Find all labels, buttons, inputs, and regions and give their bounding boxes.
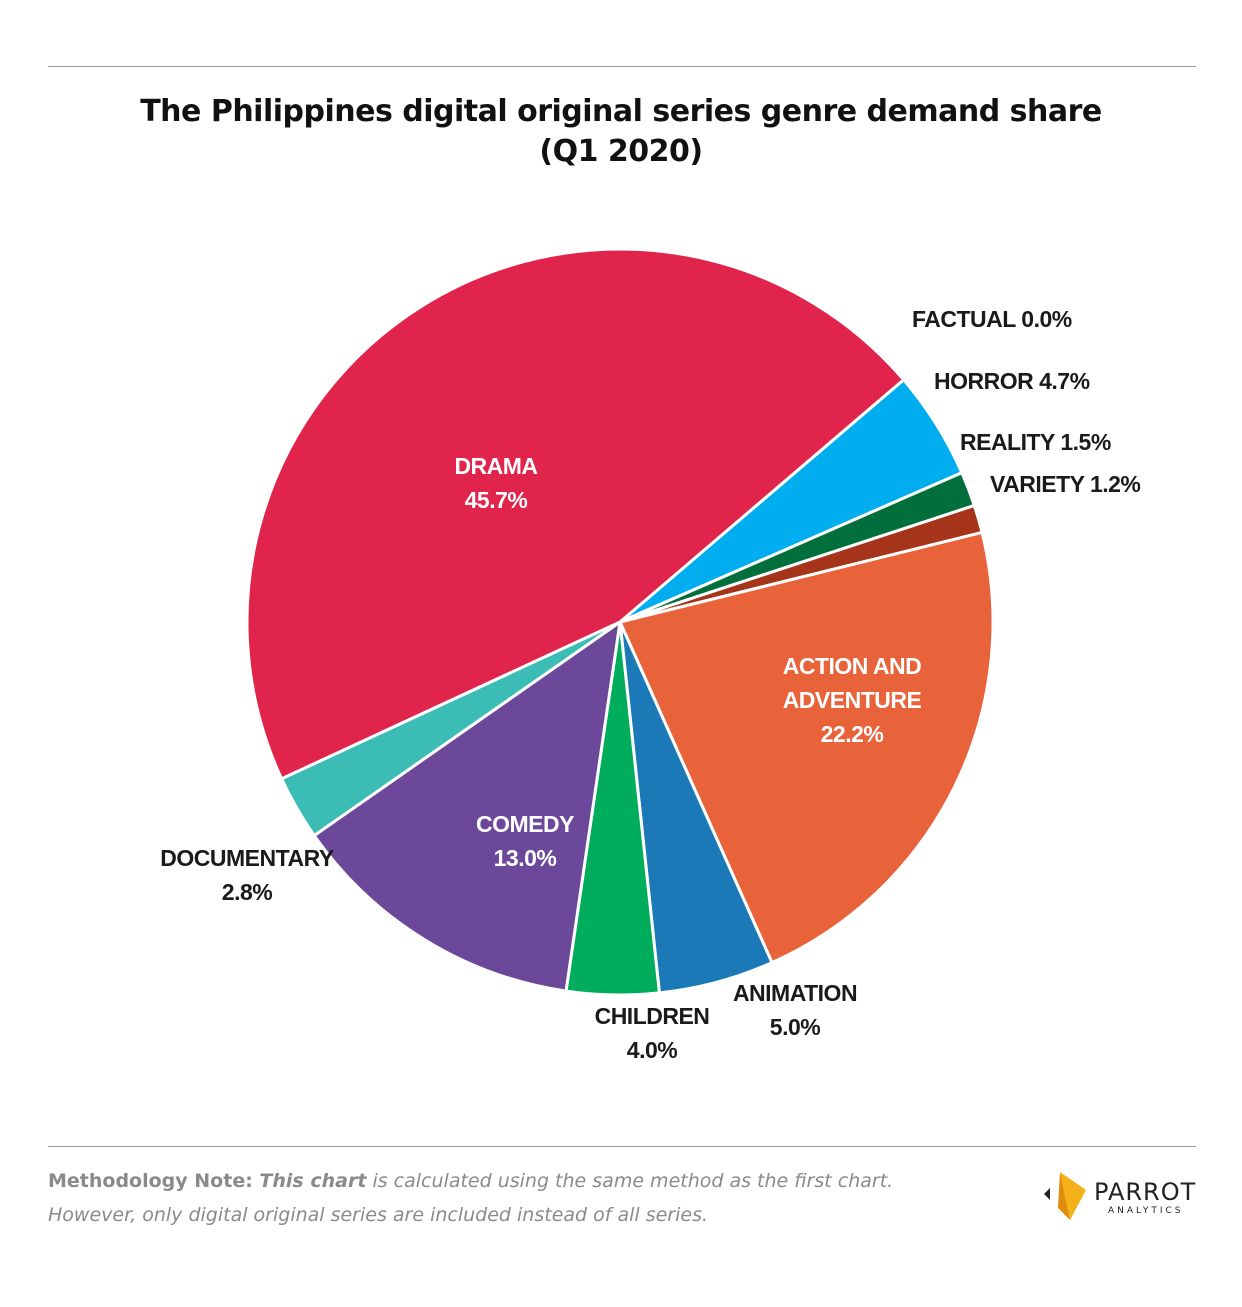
slice-label-children: CHILDREN 4.0%: [595, 1003, 710, 1063]
slice-label-drama: DRAMA 45.7%: [454, 453, 537, 513]
parrot-analytics-logo: PARROT ANALYTICS: [1040, 1168, 1200, 1224]
pie-slice-drama: [245, 247, 906, 781]
slice-label-factual: FACTUAL 0.0%: [912, 306, 1072, 332]
pie-slice-action-and-adventure: [617, 530, 995, 965]
pie-chart: HORROR 4.7% REALITY 1.5% VARIETY 1.2% ACTIO…: [160, 247, 1141, 1063]
slice-label-comedy: COMEDY 13.0%: [476, 811, 574, 871]
methodology-note: Methodology Note: This chart is calculat…: [48, 1164, 1008, 1232]
chart-title-line2: (Q1 2020): [539, 134, 703, 169]
slice-label-horror: HORROR 4.7%: [934, 368, 1090, 394]
parrot-wing-icon: [1044, 1172, 1086, 1220]
logo-subtitle: ANALYTICS: [1108, 1206, 1184, 1216]
note-emphasis: This chart: [259, 1170, 367, 1192]
slice-label-documentary: DOCUMENTARY 2.8%: [160, 845, 334, 905]
chart-title: The Philippines digital original series …: [0, 92, 1242, 172]
slice-label-reality: REALITY 1.5%: [960, 429, 1111, 455]
note-prefix: Methodology Note:: [48, 1170, 260, 1192]
top-divider: [48, 66, 1196, 67]
slice-label-animation: ANIMATION 5.0%: [733, 980, 857, 1040]
note-text: is calculated using the same method as t…: [366, 1170, 894, 1192]
logo-name: PARROT: [1094, 1178, 1197, 1206]
slice-label-variety: VARIETY 1.2%: [990, 471, 1140, 497]
note-line2: However, only digital original series ar…: [48, 1204, 709, 1226]
pie-slice-comedy: [312, 618, 622, 993]
chart-title-line1: The Philippines digital original series …: [140, 94, 1102, 129]
slice-label-action-and-adventure: ACTION AND ADVENTURE 22.2%: [783, 653, 922, 747]
bottom-divider: [48, 1146, 1196, 1147]
